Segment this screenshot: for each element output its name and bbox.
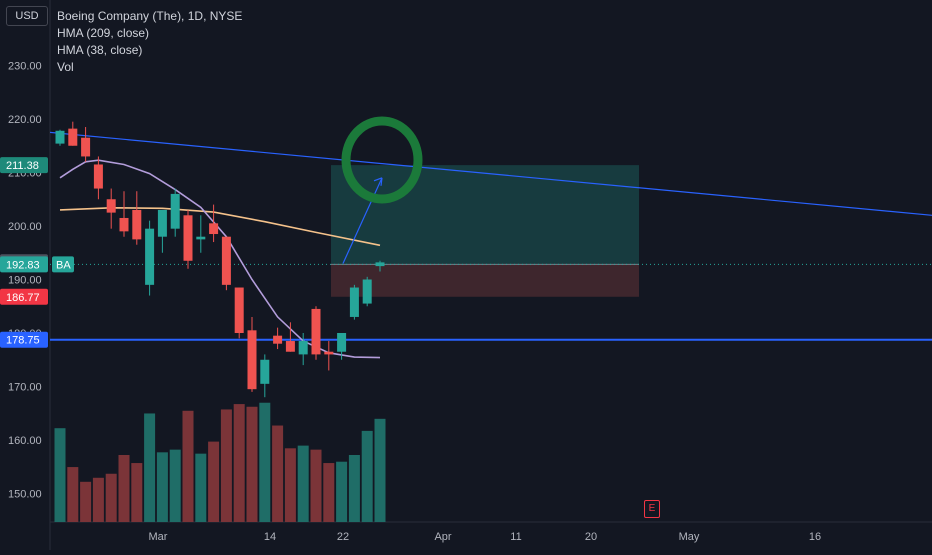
candle — [157, 209, 167, 237]
candle — [375, 262, 385, 267]
x-tick-label: 22 — [337, 531, 349, 543]
volume-bar — [310, 449, 322, 522]
candle — [106, 199, 116, 213]
volume-bar — [374, 418, 386, 522]
candle — [285, 341, 295, 352]
candle — [298, 341, 308, 355]
price-label-box — [0, 288, 48, 305]
candle — [337, 333, 347, 352]
price-label-box — [0, 157, 48, 174]
volume-bar — [284, 448, 296, 522]
price-label: 186.77 — [6, 292, 40, 304]
price-label: 178.75 — [6, 335, 40, 347]
price-label: 192.83 — [6, 259, 40, 271]
volume-bar — [246, 406, 258, 522]
volume-bar — [105, 473, 117, 522]
y-tick-label: 170.00 — [8, 382, 42, 394]
y-tick-label: 150.00 — [8, 489, 42, 501]
volume-bar — [156, 452, 168, 522]
candle — [260, 359, 270, 384]
volume-bar — [233, 404, 245, 522]
volume-bar — [80, 481, 92, 522]
volume-bar — [297, 445, 309, 522]
symbol-title[interactable]: Boeing Company (The), 1D, NYSE — [57, 9, 243, 23]
candle — [196, 236, 206, 240]
candle — [119, 217, 129, 232]
candle — [311, 308, 321, 355]
candle — [209, 223, 219, 235]
projection-arrowhead — [373, 177, 383, 186]
candle — [324, 351, 334, 355]
candle — [362, 279, 372, 304]
circle-annotation — [341, 116, 423, 204]
candle — [221, 236, 231, 285]
volume-bar — [272, 425, 284, 522]
x-tick-label: 11 — [510, 531, 521, 543]
volume-bar — [144, 413, 156, 522]
y-tick-label: 200.00 — [8, 221, 42, 233]
legend: Boeing Company (The), 1D, NYSE HMA (209,… — [57, 8, 242, 76]
volume-bar — [220, 409, 232, 522]
volume-bar — [348, 455, 360, 522]
target-zone — [331, 165, 639, 265]
volume-bar — [259, 402, 271, 522]
price-label-box — [0, 331, 48, 348]
candle — [81, 137, 91, 157]
indicator-volume[interactable]: Vol — [57, 60, 74, 74]
candle — [234, 287, 244, 333]
y-tick-label: 220.00 — [8, 114, 42, 126]
candle — [183, 215, 193, 261]
candle — [55, 130, 65, 144]
y-tick-label: 160.00 — [8, 435, 42, 447]
stop-zone — [331, 264, 639, 297]
x-tick-label: 20 — [585, 531, 597, 543]
volume-bar — [336, 461, 348, 522]
volume-bar — [92, 477, 104, 522]
volume-bar — [131, 463, 143, 522]
volume-bar — [361, 430, 373, 522]
candle — [170, 193, 180, 229]
indicator-hma-209[interactable]: HMA (209, close) — [57, 26, 150, 40]
currency-badge[interactable]: USD — [6, 6, 48, 26]
symbol-tag-box — [52, 256, 74, 273]
volume-bar — [208, 441, 220, 522]
candle — [93, 164, 103, 189]
price-label-box — [0, 256, 48, 273]
y-tick-label: 230.00 — [8, 61, 42, 73]
volume-bar — [67, 467, 79, 522]
projection-arrow — [342, 177, 383, 264]
x-tick-label: 16 — [809, 531, 821, 543]
x-tick-label: Apr — [434, 531, 451, 543]
y-tick-label: 190.00 — [8, 275, 42, 287]
x-tick-label: May — [679, 531, 700, 543]
volume-bar — [118, 455, 130, 522]
x-tick-label: Mar — [149, 531, 168, 543]
candle — [145, 228, 155, 285]
trendline — [49, 131, 932, 216]
volume-bar — [54, 428, 66, 522]
x-tick-label: 14 — [264, 531, 276, 543]
earnings-badge[interactable]: E — [644, 500, 660, 518]
volume-bar — [195, 453, 207, 522]
candle — [349, 287, 359, 317]
symbol-tag: BA — [56, 259, 71, 271]
price-label: 211.38 — [6, 160, 39, 172]
volume-bar — [169, 449, 181, 522]
candle — [247, 330, 257, 390]
candle — [68, 128, 78, 146]
indicator-hma-38[interactable]: HMA (38, close) — [57, 43, 143, 57]
candle — [273, 335, 283, 344]
volume-bar — [182, 410, 194, 522]
volume-bar — [323, 463, 335, 522]
candle — [132, 209, 142, 240]
